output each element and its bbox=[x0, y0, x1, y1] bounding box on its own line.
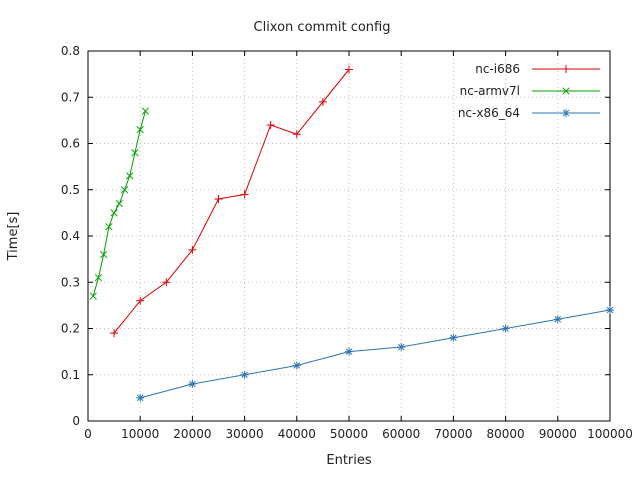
legend-label-nc-armv7l: nc-armv7l bbox=[460, 84, 520, 98]
legend-label-nc-i686: nc-i686 bbox=[475, 62, 520, 76]
y-tick-label: 0 bbox=[72, 414, 80, 428]
x-tick-label: 80000 bbox=[487, 427, 525, 441]
y-tick-labels: 0 0.1 0.2 0.3 0.4 0.5 0.6 0.7 0.8 bbox=[61, 44, 80, 428]
x-axis-label: Entries bbox=[326, 453, 372, 468]
x-tick-label: 30000 bbox=[226, 427, 264, 441]
series-nc-i686 bbox=[110, 65, 353, 338]
legend-sample-nc-i686 bbox=[532, 65, 600, 73]
x-tick-label: 50000 bbox=[330, 427, 368, 441]
y-axis-label: Time[s] bbox=[6, 212, 21, 262]
x-tick-label: 20000 bbox=[173, 427, 211, 441]
x-tick-labels: 0 10000 20000 30000 40000 50000 60000 70000 8000… bbox=[84, 427, 633, 441]
y-tick-label: 0.4 bbox=[61, 229, 80, 243]
y-tick-label: 0.2 bbox=[61, 322, 80, 336]
series-nc-x86_64 bbox=[136, 306, 614, 402]
y-tick-label: 0.6 bbox=[61, 137, 80, 151]
x-tick-label: 0 bbox=[84, 427, 92, 441]
x-tick-label: 90000 bbox=[539, 427, 577, 441]
legend-sample-nc-x86_64 bbox=[532, 109, 600, 117]
grid-lines bbox=[88, 51, 610, 421]
chart-title: Clixon commit config bbox=[254, 20, 391, 35]
y-tick-label: 0.3 bbox=[61, 275, 80, 289]
legend-sample-nc-armv7l bbox=[532, 87, 600, 95]
x-tick-label: 40000 bbox=[278, 427, 316, 441]
y-tick-label: 0.5 bbox=[61, 183, 80, 197]
legend-label-nc-x86_64: nc-x86_64 bbox=[458, 106, 520, 120]
axis-ticks bbox=[87, 50, 611, 422]
x-tick-label: 10000 bbox=[121, 427, 159, 441]
plot-area: 0 10000 20000 30000 40000 50000 60000 70000 8000… bbox=[61, 44, 633, 441]
y-tick-label: 0.1 bbox=[61, 368, 80, 382]
series-nc-armv7l bbox=[89, 107, 150, 300]
x-tick-label: 70000 bbox=[434, 427, 472, 441]
x-tick-label: 60000 bbox=[382, 427, 420, 441]
legend: nc-i686 nc-armv7l nc-x86_64 bbox=[458, 62, 600, 120]
y-tick-label: 0.8 bbox=[61, 44, 80, 58]
x-tick-label: 100000 bbox=[587, 427, 633, 441]
y-tick-label: 0.7 bbox=[61, 90, 80, 104]
